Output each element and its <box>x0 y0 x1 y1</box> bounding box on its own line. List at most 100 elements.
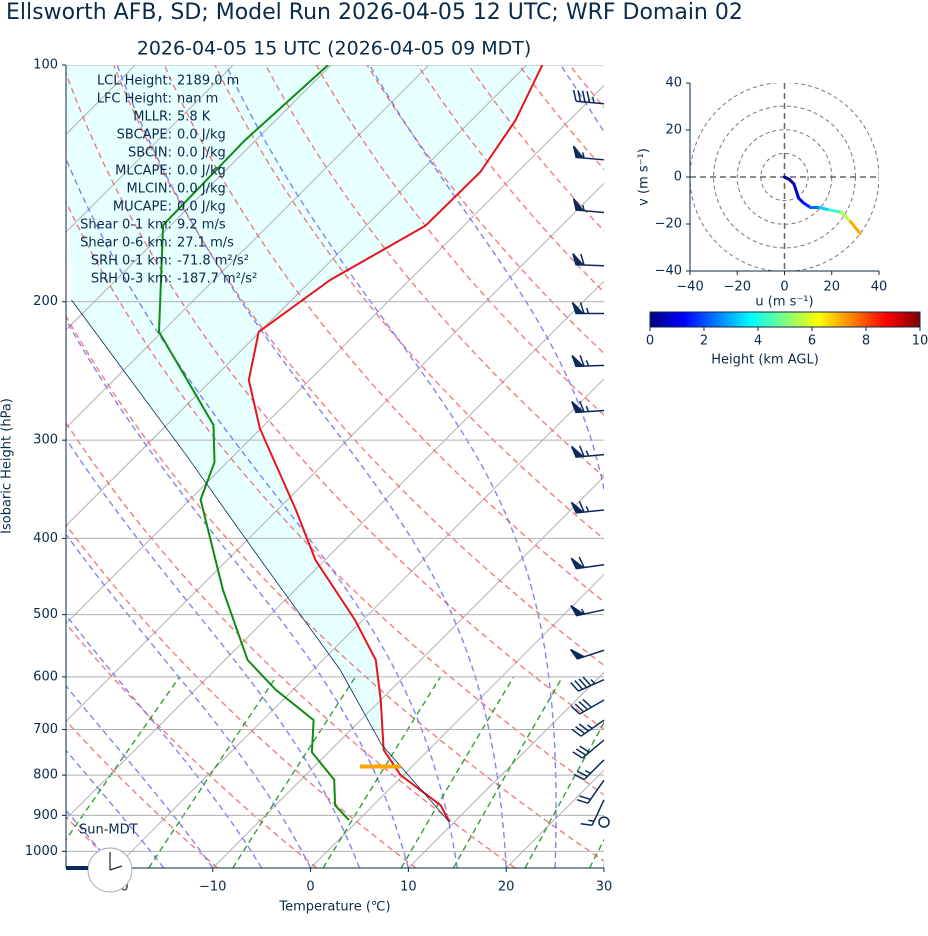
annotation-value: 27.1 m/s <box>177 236 234 251</box>
annotation-label: MLLR: <box>133 110 172 125</box>
colorbar-cell <box>803 312 808 327</box>
annotation-label: Shear 0-6 km: <box>80 236 172 251</box>
moist-adiabat <box>66 437 361 868</box>
colorbar-cell <box>836 312 840 327</box>
colorbar-frame <box>649 311 921 328</box>
colorbar-cell <box>728 312 732 327</box>
isotherm <box>310 573 604 868</box>
x-tick-label: 0 <box>306 880 314 895</box>
dry-adiabat <box>66 421 516 868</box>
wind-barb <box>570 604 605 617</box>
isotherm <box>66 65 430 429</box>
isotherm <box>212 476 604 868</box>
isotherm <box>408 671 604 868</box>
y-tick-label: 200 <box>33 294 58 309</box>
colorbar-cell <box>758 312 762 327</box>
colorbar-cell <box>782 312 786 327</box>
wind-barb <box>572 739 605 759</box>
x-tick-label: −10 <box>199 880 226 895</box>
colorbar-cell <box>868 312 872 327</box>
isotherm <box>66 84 604 625</box>
colorbar-cell <box>739 312 743 327</box>
hodograph-segment <box>849 220 862 235</box>
colorbar-cell <box>876 312 880 327</box>
colorbar-cell <box>663 312 667 327</box>
skewt-overlay: 1002003004005006007008009001000−20−10010… <box>25 58 612 895</box>
moist-adiabat <box>66 533 312 868</box>
x-tick-label: −40 <box>676 280 703 295</box>
colorbar-cell <box>906 312 910 327</box>
colorbar-cell <box>660 312 664 327</box>
colorbar-cell <box>801 312 805 327</box>
colorbar-cell <box>917 312 921 327</box>
wind-barb <box>570 698 605 715</box>
annotation-value: 2189.0 m <box>177 74 239 89</box>
colorbar-cell <box>884 312 889 327</box>
y-tick-label: 100 <box>33 58 58 73</box>
colorbar-cell <box>812 312 816 327</box>
colorbar-cell <box>825 312 829 327</box>
moist-adiabat <box>116 65 507 868</box>
colorbar-cell <box>890 312 894 327</box>
colorbar-cell <box>755 312 759 327</box>
x-tick-label: 10 <box>400 880 417 895</box>
annotation-value: 0.0 J/kg <box>177 128 226 143</box>
colorbar-cell <box>914 312 918 327</box>
colorbar-cell <box>911 312 916 327</box>
y-tick-label: 500 <box>33 607 58 622</box>
colorbar-cell <box>776 312 781 327</box>
dry-adiabat <box>66 523 417 868</box>
wind-barb <box>571 400 605 414</box>
wind-barb <box>570 445 605 458</box>
colorbar-cell <box>731 312 735 327</box>
y-axis-label: Isobaric Height (hPa) <box>0 398 15 534</box>
colorbar-cell <box>741 312 745 327</box>
annotation-label: SBCIN: <box>128 146 172 161</box>
colorbar-cell <box>752 312 756 327</box>
annotation-label: SRH 0-1 km: <box>91 254 172 269</box>
isotherm <box>66 182 604 722</box>
colorbar-cell <box>839 312 843 327</box>
wind-barb <box>580 799 605 826</box>
colorbar-cell <box>658 312 662 327</box>
annotation-label: LFC Height: <box>97 92 172 107</box>
colorbar-tick-label: 2 <box>700 334 708 349</box>
colorbar-cell <box>706 312 710 327</box>
wind-barb <box>572 253 605 267</box>
colorbar-cell <box>749 312 754 327</box>
colorbar-cell <box>879 312 883 327</box>
colorbar-label: Height (km AGL) <box>711 353 819 368</box>
colorbar-cell <box>704 312 708 327</box>
wind-barb <box>571 301 604 315</box>
colorbar-cell <box>841 312 845 327</box>
colorbar-cell <box>860 312 864 327</box>
colorbar-cell <box>822 312 826 327</box>
y-tick-label: −40 <box>655 264 682 279</box>
annotation-value: -71.8 m²/s² <box>177 254 249 269</box>
wind-barb <box>571 354 605 368</box>
colorbar-cell <box>693 312 697 327</box>
mixing-ratio-line <box>400 676 515 868</box>
colorbar-cell <box>874 312 878 327</box>
colorbar-cell <box>682 312 686 327</box>
y-tick-label: 40 <box>665 76 682 91</box>
wind-barb <box>598 816 610 828</box>
y-axis-label: v (m s⁻¹) <box>637 148 652 206</box>
colorbar-cell <box>903 312 907 327</box>
mixing-ratio-line <box>452 676 564 868</box>
colorbar-cell <box>760 312 764 327</box>
colorbar-cell <box>828 312 832 327</box>
isotherm <box>66 280 604 820</box>
dry-adiabat <box>66 200 604 796</box>
y-tick-label: 700 <box>33 722 58 737</box>
colorbar-cell <box>671 312 675 327</box>
isotherm <box>114 378 604 868</box>
colorbar-cell <box>701 312 705 327</box>
y-tick-label: 1000 <box>25 844 58 859</box>
colorbar-cell <box>882 312 886 327</box>
annotation-label: Shear 0-1 km: <box>80 218 172 233</box>
colorbar-cell <box>887 312 891 327</box>
annotation-label: MLCAPE: <box>115 164 172 179</box>
colorbar-cell <box>744 312 748 327</box>
